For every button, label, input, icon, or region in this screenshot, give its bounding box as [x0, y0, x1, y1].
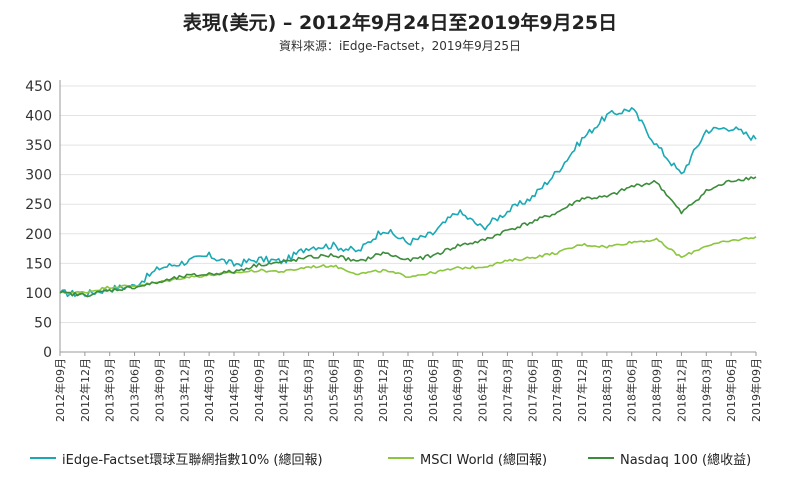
x-tick-label: 2014年06月 — [227, 358, 241, 422]
x-tick-label: 2014年09月 — [252, 358, 266, 422]
chart-title: 表現(美元) – 2012年9月24日至2019年9月25日 — [182, 12, 618, 34]
x-tick-label: 2013年06月 — [128, 358, 142, 422]
chart-subtitle: 資料來源：iEdge-Factset，2019年9月25日 — [278, 39, 522, 53]
series-line-0 — [59, 107, 757, 298]
legend-swatch-msci — [388, 457, 414, 459]
x-tick-label: 2015年09月 — [351, 358, 365, 422]
legend-item-msci: MSCI World (總回報) — [388, 448, 547, 468]
y-tick-label: 300 — [25, 168, 52, 184]
y-tick-label: 250 — [25, 197, 52, 213]
y-tick-label: 400 — [25, 109, 52, 125]
x-tick-label: 2015年06月 — [326, 358, 340, 422]
x-tick-label: 2018年12月 — [674, 358, 688, 422]
line-chart: 0 50 100 150 200 250 300 350 400 450 2012年09月 2012年… — [25, 79, 763, 422]
x-tick-label: 2017年09月 — [550, 358, 564, 422]
x-tick-label: 2012年12月 — [78, 358, 92, 422]
x-tick-label: 2015年12月 — [376, 358, 390, 422]
x-tick-label: 2017年06月 — [525, 358, 539, 422]
y-tick-label: 150 — [25, 256, 52, 272]
y-tick-label: 0 — [43, 345, 52, 361]
legend-label-iedge: iEdge-Factset環球互聯網指數10% (總回報) — [62, 452, 323, 468]
x-tick-label: 2014年03月 — [202, 358, 216, 422]
x-tick-label: 2013年12月 — [177, 358, 191, 422]
series-line-2 — [59, 176, 757, 298]
x-tick-label: 2016年09月 — [451, 358, 465, 422]
x-tick-label: 2018年06月 — [625, 358, 639, 422]
x-tick-label: 2016年03月 — [401, 358, 415, 422]
y-tick-label: 100 — [25, 286, 52, 302]
series-line-1 — [59, 236, 757, 295]
legend-label-msci: MSCI World (總回報) — [420, 452, 548, 468]
legend-item-iedge: iEdge-Factset環球互聯網指數10% (總回報) — [30, 448, 323, 468]
x-tick-label: 2013年03月 — [103, 358, 117, 422]
x-tick-label: 2019年09月 — [749, 358, 763, 422]
x-tick-label: 2019年03月 — [699, 358, 713, 422]
chart-legend: iEdge-Factset環球互聯網指數10% (總回報) MSCI World… — [0, 448, 800, 468]
x-tick-label: 2014年12月 — [277, 358, 291, 422]
x-tick-label: 2017年12月 — [575, 358, 589, 422]
legend-item-nasdaq: Nasdaq 100 (總收益) — [588, 448, 751, 468]
x-tick-label: 2017年03月 — [500, 358, 514, 422]
y-tick-label: 350 — [25, 138, 52, 154]
x-tick-label: 2012年09月 — [53, 358, 67, 422]
y-tick-label: 200 — [25, 227, 52, 243]
x-tick-label: 2015年03月 — [302, 358, 316, 422]
legend-swatch-nasdaq — [588, 457, 614, 459]
x-tick-label: 2013年09月 — [152, 358, 166, 422]
x-tick-label: 2018年09月 — [650, 358, 664, 422]
legend-swatch-iedge — [30, 457, 56, 459]
x-tick-label: 2016年12月 — [476, 358, 490, 422]
x-tick-label: 2016年06月 — [426, 358, 440, 422]
x-tick-label: 2018年03月 — [600, 358, 614, 422]
legend-label-nasdaq: Nasdaq 100 (總收益) — [620, 452, 752, 468]
x-tick-label: 2019年06月 — [724, 358, 738, 422]
y-tick-label: 50 — [34, 315, 52, 331]
y-tick-label: 450 — [25, 79, 52, 95]
